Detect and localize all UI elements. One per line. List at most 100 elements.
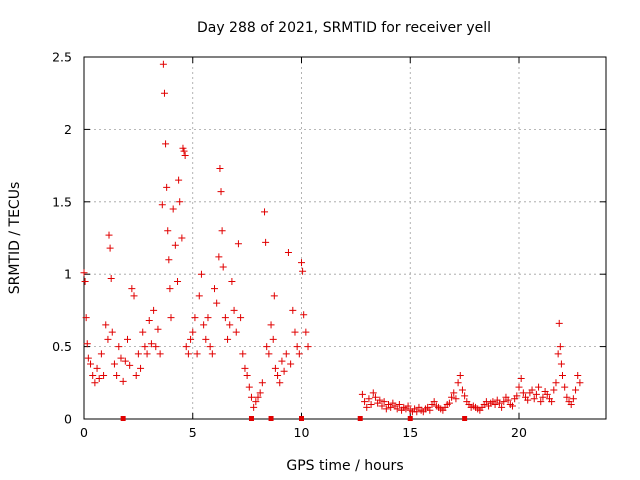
x-tick-label: 10 (294, 425, 310, 440)
data-point (216, 164, 224, 172)
data-point (105, 231, 113, 239)
data-point (218, 227, 226, 235)
data-point (369, 389, 377, 397)
data-point (164, 227, 172, 235)
data-point (165, 256, 173, 264)
data-point (530, 395, 538, 403)
data-point (108, 328, 116, 336)
y-tick-label: 0 (64, 412, 72, 427)
y-tick-label: 2.5 (52, 50, 72, 65)
data-point (202, 335, 210, 343)
data-point (261, 208, 269, 216)
data-point (291, 328, 299, 336)
data-point (515, 383, 523, 391)
data-point (270, 292, 278, 300)
data-point (254, 393, 262, 401)
data-point (200, 321, 208, 329)
data-point (215, 253, 223, 261)
data-point (280, 367, 288, 375)
data-point (543, 390, 551, 398)
data-point (495, 399, 503, 407)
data-point (263, 343, 271, 351)
data-point (191, 314, 199, 322)
y-tick-label: 0.5 (52, 339, 72, 354)
data-point (100, 372, 108, 380)
x-tick-label: 0 (80, 425, 88, 440)
data-point (206, 343, 214, 351)
data-point (250, 403, 258, 411)
data-point (289, 306, 297, 314)
data-point (130, 292, 138, 300)
plot-frame (83, 56, 607, 420)
data-point (265, 350, 273, 358)
data-point (256, 389, 264, 397)
data-point (576, 379, 584, 387)
data-point (271, 364, 279, 372)
data-point (147, 340, 155, 348)
y-tick-label: 2 (64, 122, 72, 137)
data-point (371, 393, 379, 401)
data-point (458, 386, 466, 394)
data-point (176, 198, 184, 206)
data-point (113, 372, 121, 380)
data-point (162, 140, 170, 148)
data-point (380, 398, 388, 406)
data-point (217, 188, 225, 196)
data-point (508, 402, 516, 410)
data-point (267, 321, 275, 329)
x-axis-title: GPS time / hours (286, 458, 403, 474)
grid-lines (84, 57, 606, 419)
data-point (539, 393, 547, 401)
data-point (365, 395, 373, 403)
y-tick-label: 1 (64, 267, 72, 282)
data-point (193, 350, 201, 358)
data-point (552, 379, 560, 387)
data-point (450, 389, 458, 397)
data-point (208, 350, 216, 358)
data-point (124, 335, 131, 343)
data-point (174, 277, 182, 285)
data-point (361, 398, 369, 406)
gap-marker (299, 416, 304, 421)
data-point (448, 393, 456, 401)
data-point (159, 60, 167, 68)
data-point (132, 372, 140, 380)
data-point (81, 277, 89, 285)
x-tick-label: 5 (189, 425, 197, 440)
data-point (175, 176, 183, 184)
data-point (110, 360, 118, 368)
data-point (548, 398, 556, 406)
y-axis-title: SRMTID / TECUs (7, 182, 23, 295)
chart-title: Day 288 of 2021, SRMTID for receiver yel… (197, 20, 491, 36)
data-point (498, 403, 506, 411)
data-point (93, 364, 101, 372)
data-point (106, 244, 114, 252)
data-point (491, 401, 499, 409)
x-tick-label: 15 (402, 425, 418, 440)
data-point (298, 259, 305, 267)
data-point (154, 325, 162, 333)
data-point (395, 401, 403, 409)
gap-markers (120, 416, 468, 421)
data-point (145, 317, 153, 325)
gap-marker (407, 416, 413, 421)
data-point (83, 340, 91, 348)
data-point (504, 396, 512, 404)
data-point (232, 328, 240, 336)
data-point (247, 393, 255, 401)
data-point (482, 398, 490, 406)
data-point (302, 328, 310, 336)
gap-marker (357, 416, 363, 421)
gap-marker (462, 416, 468, 421)
data-point (363, 403, 371, 411)
data-point (150, 306, 158, 314)
data-point (87, 360, 95, 368)
data-point (97, 350, 105, 358)
data-point (182, 343, 190, 351)
data-point (569, 395, 577, 403)
data-point (117, 354, 125, 362)
data-point (269, 335, 277, 343)
data-point (393, 405, 401, 413)
data-point (163, 183, 171, 191)
data-point (141, 343, 149, 351)
